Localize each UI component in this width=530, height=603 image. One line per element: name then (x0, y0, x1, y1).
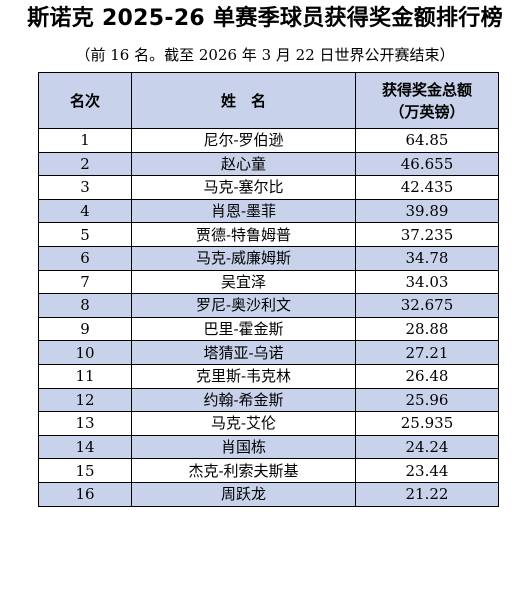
table-row: 11 克里斯-韦克林 26.48 (38, 363, 499, 389)
rank-cell: 6 (38, 245, 132, 271)
table-row: 9 巴里-霍金斯 28.88 (38, 316, 499, 342)
prize-ranking-table: 名次 姓 名 获得奖金总额 （万英镑） 1 尼尔-罗伯逊 64.85 2 赵心童 46.6… (38, 72, 499, 507)
prize-cell: 34.78 (355, 245, 499, 271)
table-row: 6 马克-威廉姆斯 34.78 (38, 245, 499, 271)
prize-cell: 27.21 (355, 340, 499, 365)
player-name-cell: 贾德-特鲁姆普 (131, 222, 356, 247)
rank-cell: 5 (38, 222, 132, 247)
prize-cell: 23.44 (355, 458, 499, 483)
table-row: 7 吴宜泽 34.03 (38, 269, 499, 295)
table-row: 5 贾德-特鲁姆普 37.235 (38, 222, 499, 247)
player-name-cell: 克里斯-韦克林 (131, 363, 356, 389)
page-subtitle: （前 16 名。截至 2026 年 3 月 22 日世界公开赛结束） (75, 46, 455, 64)
prize-cell: 64.85 (355, 128, 499, 153)
prize-cell: 37.235 (355, 222, 499, 247)
player-name-cell: 尼尔-罗伯逊 (131, 128, 356, 153)
prize-cell: 42.435 (355, 175, 499, 200)
rank-cell: 14 (38, 434, 132, 460)
rank-cell: 3 (38, 175, 132, 200)
prize-cell: 34.03 (355, 269, 499, 295)
rank-cell: 9 (38, 316, 132, 342)
player-name-cell: 周跃龙 (131, 481, 356, 507)
rank-cell: 13 (38, 411, 132, 436)
header-prize-line2: （万英镑） (389, 102, 465, 121)
table-row: 16 周跃龙 21.22 (38, 481, 499, 507)
rank-cell: 1 (38, 128, 132, 153)
table-row: 2 赵心童 46.655 (38, 151, 499, 177)
header-rank: 名次 (38, 72, 132, 129)
table-row: 12 约翰-希金斯 25.96 (38, 387, 499, 413)
prize-cell: 26.48 (355, 363, 499, 389)
prize-cell: 28.88 (355, 316, 499, 342)
player-name-cell: 约翰-希金斯 (131, 387, 356, 413)
prize-cell: 46.655 (355, 151, 499, 177)
prize-cell: 21.22 (355, 481, 499, 507)
player-name-cell: 赵心童 (131, 151, 356, 177)
page-title: 斯诺克 2025-26 单赛季球员获得奖金额排行榜 (27, 6, 503, 31)
table-row: 1 尼尔-罗伯逊 64.85 (38, 128, 499, 153)
player-name-cell: 马克-威廉姆斯 (131, 245, 356, 271)
player-name-cell: 巴里-霍金斯 (131, 316, 356, 342)
player-name-cell: 吴宜泽 (131, 269, 356, 295)
player-name-cell: 杰克-利索夫斯基 (131, 458, 356, 483)
table-row: 8 罗尼-奥沙利文 32.675 (38, 293, 499, 318)
table-row: 14 肖国栋 24.24 (38, 434, 499, 460)
table-row: 15 杰克-利索夫斯基 23.44 (38, 458, 499, 483)
rank-cell: 12 (38, 387, 132, 413)
rank-cell: 16 (38, 481, 132, 507)
rank-cell: 11 (38, 363, 132, 389)
player-name-cell: 塔猜亚-乌诺 (131, 340, 356, 365)
rank-cell: 4 (38, 198, 132, 224)
rank-cell: 2 (38, 151, 132, 177)
rank-cell: 10 (38, 340, 132, 365)
table-header-row: 名次 姓 名 获得奖金总额 （万英镑） (38, 72, 499, 129)
player-name-cell: 肖恩-墨菲 (131, 198, 356, 224)
table-body: 1 尼尔-罗伯逊 64.85 2 赵心童 46.655 3 马克-塞尔比 42.435 4 肖恩-墨… (38, 128, 499, 507)
prize-cell: 25.935 (355, 411, 499, 436)
table-row: 13 马克-艾伦 25.935 (38, 411, 499, 436)
rank-cell: 15 (38, 458, 132, 483)
table-row: 4 肖恩-墨菲 39.89 (38, 198, 499, 224)
player-name-cell: 肖国栋 (131, 434, 356, 460)
table-row: 3 马克-塞尔比 42.435 (38, 175, 499, 200)
player-name-cell: 马克-艾伦 (131, 411, 356, 436)
player-name-cell: 马克-塞尔比 (131, 175, 356, 200)
header-name: 姓 名 (131, 72, 356, 129)
table-row: 10 塔猜亚-乌诺 27.21 (38, 340, 499, 365)
header-prize: 获得奖金总额 （万英镑） (355, 72, 499, 129)
prize-cell: 39.89 (355, 198, 499, 224)
prize-cell: 32.675 (355, 293, 499, 318)
rank-cell: 8 (38, 293, 132, 318)
header-prize-line1: 获得奖金总额 (381, 80, 472, 99)
prize-cell: 24.24 (355, 434, 499, 460)
player-name-cell: 罗尼-奥沙利文 (131, 293, 356, 318)
prize-cell: 25.96 (355, 387, 499, 413)
rank-cell: 7 (38, 269, 132, 295)
